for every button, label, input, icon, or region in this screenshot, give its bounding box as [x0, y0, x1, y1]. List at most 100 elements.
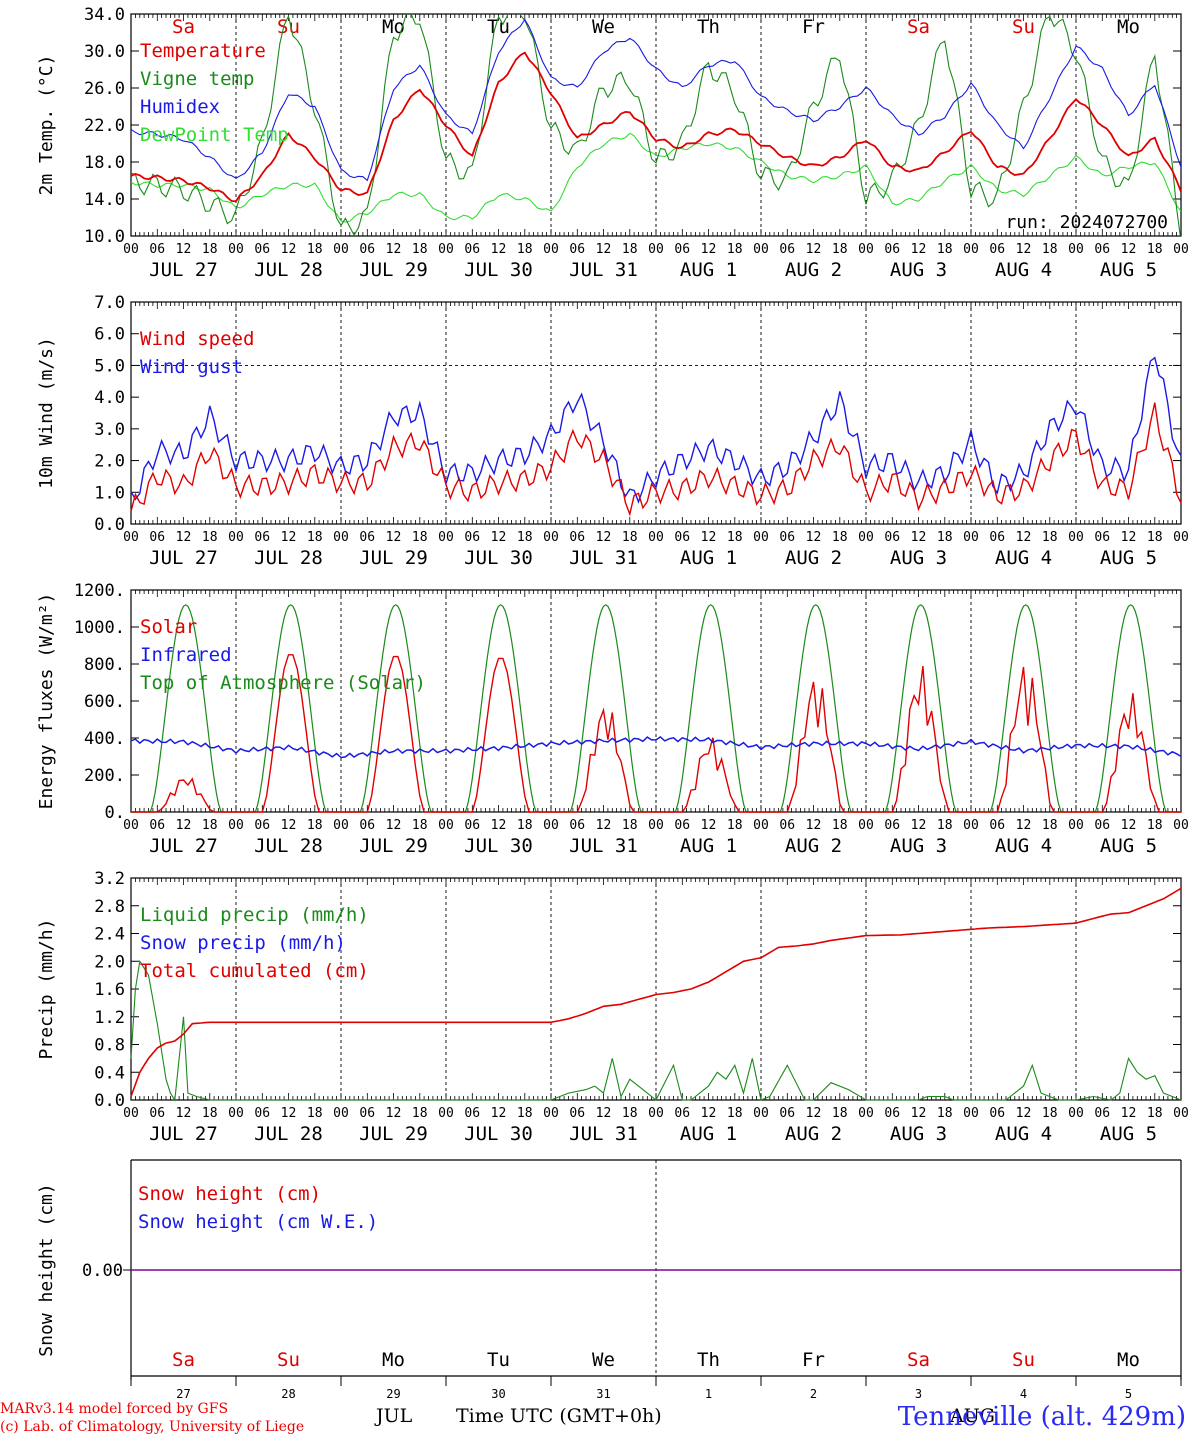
series-line-dewpoint-temp	[131, 132, 1181, 223]
y-tick-label: 5.0	[94, 356, 125, 376]
hour-tick-label: 12	[701, 242, 717, 257]
hour-tick-label: 06	[569, 1106, 585, 1121]
day-number-label: 5	[1125, 1387, 1132, 1400]
month-label-jul: JUL	[376, 1405, 413, 1427]
y-tick-label: 1.6	[94, 980, 125, 1000]
weekday-label: Su	[1012, 16, 1035, 38]
hour-tick-label: 12	[281, 818, 297, 833]
hour-tick-label: 06	[884, 242, 900, 257]
hour-tick-label: 00	[963, 530, 979, 545]
hour-tick-label: 18	[517, 1106, 533, 1121]
series-line-wind-speed	[130, 402, 1182, 517]
y-axis-label-0: 2m Temp. (°C)	[36, 55, 57, 196]
hour-tick-label: 00	[963, 242, 979, 257]
x-minor-ticks-3	[130, 878, 1182, 1100]
hour-tick-label: 18	[832, 530, 848, 545]
hour-tick-label: 00	[228, 530, 244, 545]
hour-tick-label: 18	[307, 818, 323, 833]
weekday-label: Fr	[802, 16, 825, 38]
hour-tick-label: 12	[1016, 242, 1032, 257]
hour-tick-label: 18	[517, 818, 533, 833]
legend-liquidprecipmm/h: Liquid precip (mm/h)	[140, 904, 369, 926]
hour-tick-label: 00	[1173, 242, 1189, 257]
date-label: JUL 29	[359, 547, 428, 569]
legend-windspeed: Wind speed	[140, 328, 254, 350]
hour-tick-label: 18	[937, 530, 953, 545]
hour-tick-label: 00	[123, 1106, 139, 1121]
hour-tick-label: 06	[884, 530, 900, 545]
hour-tick-label: 12	[491, 530, 507, 545]
hour-tick-label: 12	[806, 1106, 822, 1121]
month-label-aug: AUG	[950, 1405, 995, 1427]
hour-tick-label: 12	[701, 530, 717, 545]
y-tick-label: 18.0	[84, 153, 125, 173]
hour-tick-label: 06	[149, 530, 165, 545]
station-name: Tenneville (alt. 429m)	[897, 1402, 1186, 1432]
hour-tick-label: 06	[359, 818, 375, 833]
hour-tick-label: 06	[149, 1106, 165, 1121]
hour-tick-label: 18	[1042, 818, 1058, 833]
y-axis-label-3: Precip (mm/h)	[36, 919, 57, 1060]
date-label: JUL 29	[359, 835, 428, 857]
hour-tick-label: 00	[333, 818, 349, 833]
hour-tick-label: 18	[1147, 1106, 1163, 1121]
hour-tick-label: 18	[202, 242, 218, 257]
hour-tick-label: 12	[281, 242, 297, 257]
hour-tick-label: 06	[254, 818, 270, 833]
weekday-label: Mo	[1117, 16, 1140, 38]
hour-tick-label: 12	[911, 530, 927, 545]
series-line-temperature	[131, 51, 1181, 203]
date-label: JUL 31	[569, 259, 638, 281]
weekday-label: Tu	[487, 16, 510, 38]
hour-tick-label: 00	[1068, 530, 1084, 545]
hour-tick-label: 06	[1094, 242, 1110, 257]
hour-tick-label: 18	[412, 818, 428, 833]
hour-tick-label: 06	[149, 818, 165, 833]
legend-humidex: Humidex	[140, 96, 220, 118]
date-label: JUL 27	[149, 547, 218, 569]
legend-snow-height-we: Snow height (cm W.E.)	[138, 1211, 378, 1233]
y-tick-label: 0.00	[82, 1261, 123, 1281]
hour-tick-label: 12	[911, 1106, 927, 1121]
hour-tick-label: 06	[884, 1106, 900, 1121]
hour-tick-label: 18	[412, 530, 428, 545]
hour-tick-label: 06	[359, 530, 375, 545]
date-label: AUG 3	[890, 259, 947, 281]
hour-tick-label: 12	[701, 818, 717, 833]
hour-tick-label: 12	[596, 530, 612, 545]
y-tick-label: 26.0	[84, 79, 125, 99]
hour-tick-label: 18	[517, 530, 533, 545]
y-tick-label: 3.2	[94, 869, 125, 889]
weekday-label-bottom: Mo	[1117, 1349, 1140, 1371]
date-label: JUL 27	[149, 259, 218, 281]
weekday-label-bottom: Tu	[487, 1349, 510, 1371]
legend-snowprecipmm/h: Snow precip (mm/h)	[140, 932, 346, 954]
date-label: JUL 30	[464, 547, 533, 569]
day-number-label: 29	[386, 1387, 400, 1400]
footer-lab: (c) Lab. of Climatology, University of L…	[0, 1419, 305, 1435]
hour-tick-label: 00	[1173, 530, 1189, 545]
series-line-humidex	[131, 18, 1181, 182]
hour-tick-label: 18	[937, 242, 953, 257]
hour-tick-label: 12	[281, 1106, 297, 1121]
hour-tick-label: 18	[1147, 818, 1163, 833]
hour-tick-label: 18	[622, 242, 638, 257]
hour-tick-label: 12	[1121, 530, 1137, 545]
hour-tick-label: 12	[176, 530, 192, 545]
day-separators-2	[235, 590, 1077, 812]
legend-windgust: Wind gust	[140, 356, 243, 378]
weekday-label-bottom: Sa	[172, 1349, 195, 1371]
hour-tick-label: 12	[491, 1106, 507, 1121]
hour-tick-label: 12	[491, 242, 507, 257]
series-line-solar	[131, 654, 1181, 813]
date-label: JUL 30	[464, 259, 533, 281]
hour-tick-label: 00	[858, 1106, 874, 1121]
hour-tick-label: 00	[648, 1106, 664, 1121]
hour-tick-label: 00	[438, 242, 454, 257]
weekday-label-bottom: Mo	[382, 1349, 405, 1371]
hour-tick-label: 18	[517, 242, 533, 257]
y-tick-label: 800.	[84, 655, 125, 675]
hour-tick-label: 00	[543, 530, 559, 545]
hour-tick-label: 06	[254, 1106, 270, 1121]
hour-tick-label: 06	[779, 818, 795, 833]
